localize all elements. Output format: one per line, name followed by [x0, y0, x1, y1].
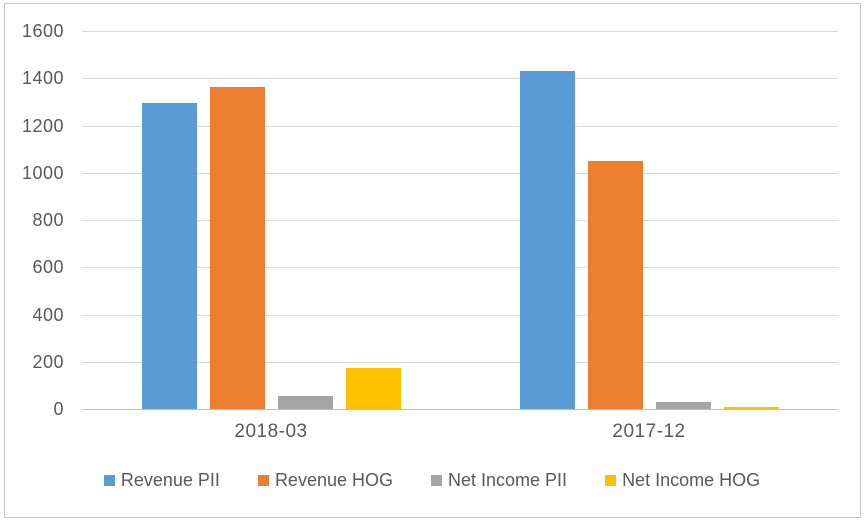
bar-revenue-pii-2018-03	[142, 103, 197, 409]
x-axis-line	[82, 409, 838, 410]
bar-net-income-pii-2017-12	[656, 402, 711, 409]
gridline-400	[82, 315, 838, 316]
legend-item-revenue-hog: Revenue HOG	[257, 469, 393, 491]
legend-label: Net Income PII	[448, 469, 568, 490]
bar-revenue-hog-2017-12	[588, 161, 643, 409]
gridline-1600	[82, 31, 838, 32]
legend-label: Revenue PII	[120, 469, 220, 490]
y-axis-tick-label-1400: 1400	[21, 68, 64, 88]
y-axis-tick-label-800: 800	[32, 210, 64, 230]
y-axis-tick-label-200: 200	[32, 352, 64, 372]
gridline-800	[82, 220, 838, 221]
gridline-1000	[82, 173, 838, 174]
y-axis-tick-label-1000: 1000	[21, 163, 64, 183]
gridline-200	[82, 362, 838, 363]
legend-swatch-revenue-hog	[257, 474, 269, 486]
legend-swatch-revenue-pii	[103, 474, 115, 486]
bar-net-income-hog-2018-03	[346, 368, 401, 409]
y-axis-tick-label-1200: 1200	[21, 116, 64, 136]
y-axis-tick-label-1600: 1600	[21, 21, 64, 41]
bar-revenue-pii-2017-12	[520, 71, 575, 409]
legend-label: Net Income HOG	[622, 469, 761, 490]
bar-net-income-hog-2017-12	[724, 407, 779, 409]
legend-item-net-income-hog: Net Income HOG	[605, 470, 760, 491]
x-axis-category-label-2018-03: 2018-03	[234, 421, 308, 442]
bar-net-income-pii-2018-03	[278, 396, 333, 409]
legend-item-revenue-pii: Revenue PII	[103, 469, 220, 491]
y-axis-tick-label-600: 600	[32, 257, 64, 277]
gridline-1200	[82, 126, 838, 127]
legend: Revenue PII Revenue HOG Net Income PII Net …	[0, 468, 864, 492]
y-axis-tick-label-0: 0	[53, 399, 64, 419]
gridline-600	[82, 267, 838, 268]
x-axis-category-label-2017-12: 2017-12	[612, 421, 686, 442]
legend-item-net-income-pii: Net Income PII	[431, 470, 567, 491]
legend-swatch-net-income-pii	[431, 474, 442, 486]
legend-swatch-net-income-hog	[605, 474, 617, 486]
gridline-1400	[82, 78, 838, 79]
bar-revenue-hog-2018-03	[210, 87, 265, 409]
legend-label: Revenue HOG	[274, 469, 393, 490]
y-axis-tick-label-400: 400	[32, 305, 64, 325]
